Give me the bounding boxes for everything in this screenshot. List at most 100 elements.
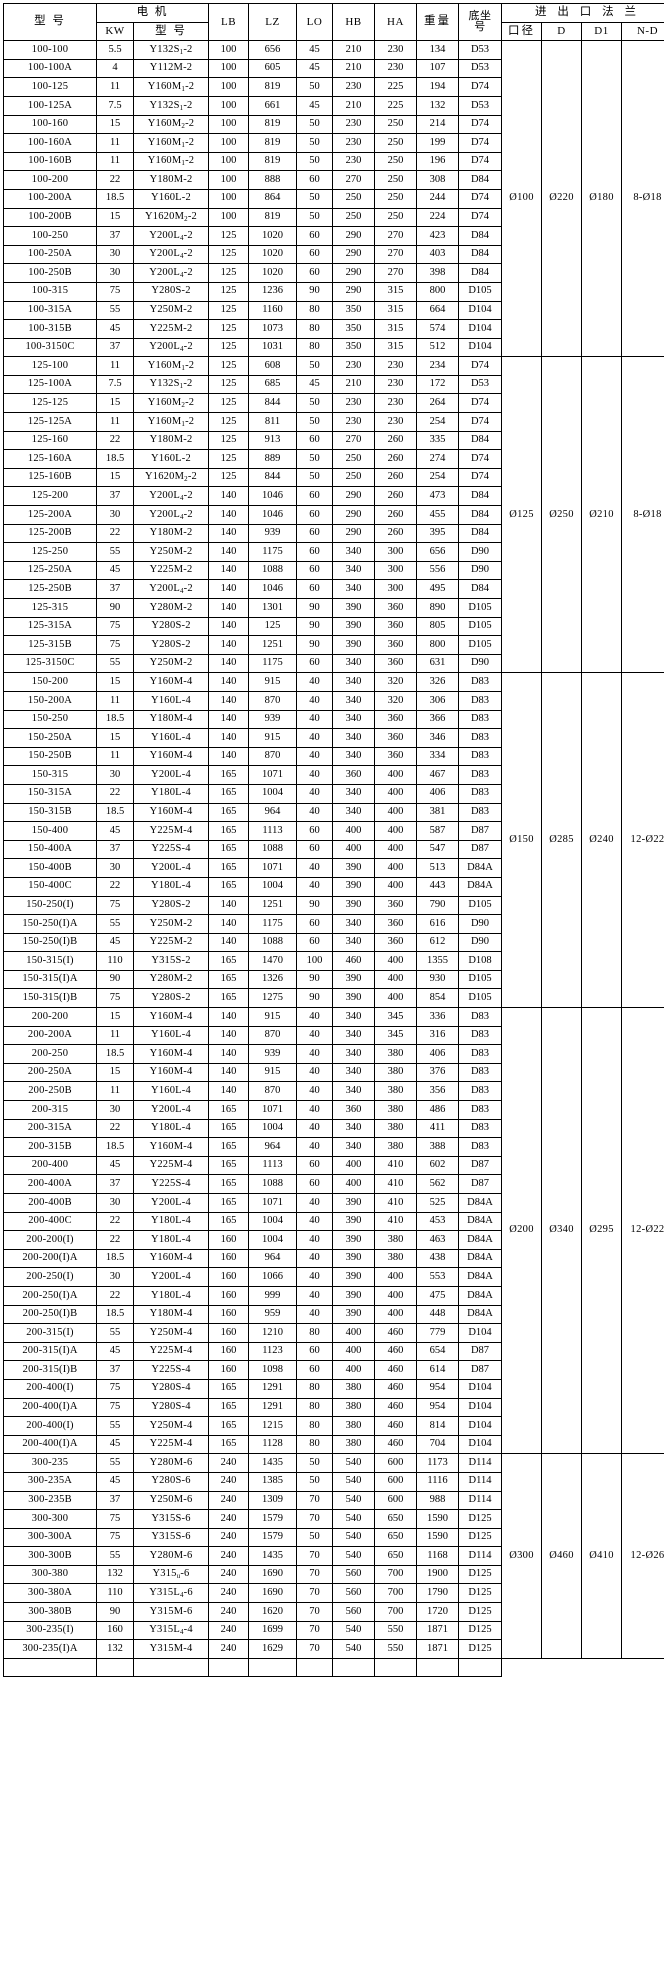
cell-model: 150-315 [3, 765, 97, 785]
cell-motor-type: Y160L-2 [133, 188, 209, 209]
cell-seat-code: D125 [458, 1527, 502, 1548]
cell-hb: 340 [332, 746, 375, 767]
cell-lz: 1385 [248, 1471, 297, 1492]
cell-lo: 50 [296, 1471, 333, 1492]
cell-ha: 250 [374, 114, 417, 135]
cell-ha: 410 [374, 1193, 417, 1213]
cell-weight: 800 [416, 635, 459, 655]
cell-flange-d1: Ø240 [581, 672, 622, 1009]
cell-weight: 196 [416, 151, 459, 172]
cell-seat-code: D83 [458, 1062, 502, 1083]
cell-lb: 165 [208, 1211, 249, 1232]
cell-ha: 460 [374, 1397, 417, 1418]
cell-weight: 356 [416, 1081, 459, 1102]
cell-seat-code: D108 [458, 951, 502, 971]
cell-motor-kw: 30 [96, 765, 134, 785]
cell-lz: 1175 [248, 653, 297, 674]
motor-type-subscript: 4 [179, 252, 184, 261]
table-row: 100-315B 45 Y225M-2 125 1073 80 350 315 574 D104 [3, 319, 664, 339]
cell-ha: 360 [374, 598, 417, 618]
cell-weight: 547 [416, 839, 459, 860]
cell-hb: 400 [332, 839, 375, 860]
cell-motor-kw: 37 [96, 337, 134, 358]
cell-model: 200-250(I)B [3, 1304, 97, 1325]
cell-seat-code: D83 [458, 1137, 502, 1157]
cell-lb: 160 [208, 1341, 249, 1362]
cell-lb: 125 [208, 393, 249, 414]
cell-motor-kw: 55 [96, 542, 134, 562]
cell-model: 100-250 [3, 226, 97, 246]
table-row: 300-235 55 Y280M-6 240 1435 50 540 600 1173 D114 Ø… [3, 1453, 664, 1659]
cell-lo: 60 [296, 1360, 333, 1380]
cell-model: 100-200A [3, 188, 97, 209]
cell-weight: 556 [416, 560, 459, 581]
cell-model: 200-200(I) [3, 1230, 97, 1250]
cell-model: 150-400 [3, 821, 97, 841]
cell-motor-kw: 45 [96, 932, 134, 953]
cell-lz: 1088 [248, 839, 297, 860]
cell-motor-type: Y132S1-2 [133, 374, 209, 395]
cell-lo: 40 [296, 765, 333, 785]
cell-ha: 700 [374, 1602, 417, 1622]
table-row: 150-400A 37 Y225S-4 165 1088 60 400 400 547 D87 [3, 839, 664, 860]
table-row: 125-250B 37 Y200L4-2 140 1046 60 340 300 495 D84 [3, 579, 664, 599]
cell-lo: 60 [296, 1174, 333, 1194]
cell-ha: 550 [374, 1620, 417, 1641]
cell-hb: 380 [332, 1378, 375, 1399]
cell-model: 125-100A [3, 374, 97, 395]
cell-ha: 270 [374, 244, 417, 265]
cell-ha: 300 [374, 560, 417, 581]
cell-lb: 240 [208, 1620, 249, 1641]
cell-lb: 100 [208, 95, 249, 116]
cell-weight: 1173 [416, 1453, 459, 1473]
cell-ha: 315 [374, 319, 417, 339]
cell-motor-type: Y200L-4 [133, 1100, 209, 1120]
cell-lo: 80 [296, 1416, 333, 1436]
cell-motor-type: Y200L4-2 [133, 579, 209, 599]
cell-model: 125-200A [3, 505, 97, 525]
cell-ha: 250 [374, 133, 417, 153]
cell-hb: 390 [332, 876, 375, 897]
cell-lb: 240 [208, 1583, 249, 1604]
cell-seat-code: D74 [458, 393, 502, 414]
cell-seat-code: D53 [458, 58, 502, 79]
cell-hb: 390 [332, 1267, 375, 1287]
cell-motor-kw: 22 [96, 170, 134, 190]
cell-motor-type: Y180L-4 [133, 876, 209, 897]
cell-hb: 340 [332, 1062, 375, 1083]
cell-blank [458, 1657, 502, 1678]
cell-model: 150-315A [3, 783, 97, 804]
cell-motor-kw: 15 [96, 114, 134, 135]
cell-motor-type: Y250M-2 [133, 914, 209, 934]
cell-motor-type: Y160L-4 [133, 690, 209, 711]
cell-seat-code: D53 [458, 95, 502, 116]
cell-lz: 1160 [248, 300, 297, 321]
cell-lb: 165 [208, 988, 249, 1009]
cell-lz: 1004 [248, 1211, 297, 1232]
cell-motor-type: Y315L4-4 [133, 1620, 209, 1641]
cell-lb: 240 [208, 1509, 249, 1529]
cell-seat-code: D87 [458, 1360, 502, 1380]
cell-seat-code: D74 [458, 77, 502, 97]
cell-motor-type: Y160M1-2 [133, 133, 209, 153]
cell-lz: 1579 [248, 1527, 297, 1548]
cell-motor-type: Y160M-4 [133, 746, 209, 767]
cell-motor-type: Y315M-6 [133, 1602, 209, 1622]
cell-lo: 60 [296, 523, 333, 544]
table-row: 200-315B 18.5 Y160M-4 165 964 40 340 380 388 D83 [3, 1137, 664, 1157]
header-lz: LZ [248, 2, 297, 42]
cell-hb: 390 [332, 1230, 375, 1250]
cell-lb: 165 [208, 1397, 249, 1418]
cell-model: 150-250(I)A [3, 914, 97, 934]
table-row: 300-300B 55 Y280M-6 240 1435 70 540 650 1168 D114 [3, 1546, 664, 1566]
motor-type-subscript: 2 [184, 475, 188, 484]
cell-motor-kw: 22 [96, 430, 134, 451]
cell-lz: 819 [248, 114, 297, 135]
cell-seat-code: D74 [458, 356, 502, 376]
cell-ha: 600 [374, 1490, 417, 1511]
cell-motor-type: Y315L4-6 [133, 1583, 209, 1604]
cell-seat-code: D84A [458, 876, 502, 897]
cell-lz: 1046 [248, 579, 297, 599]
cell-lo: 50 [296, 133, 333, 153]
table-row: 100-100 5.5 Y132S1-2 100 656 45 210 230 134 D53 Ø1… [3, 40, 664, 358]
